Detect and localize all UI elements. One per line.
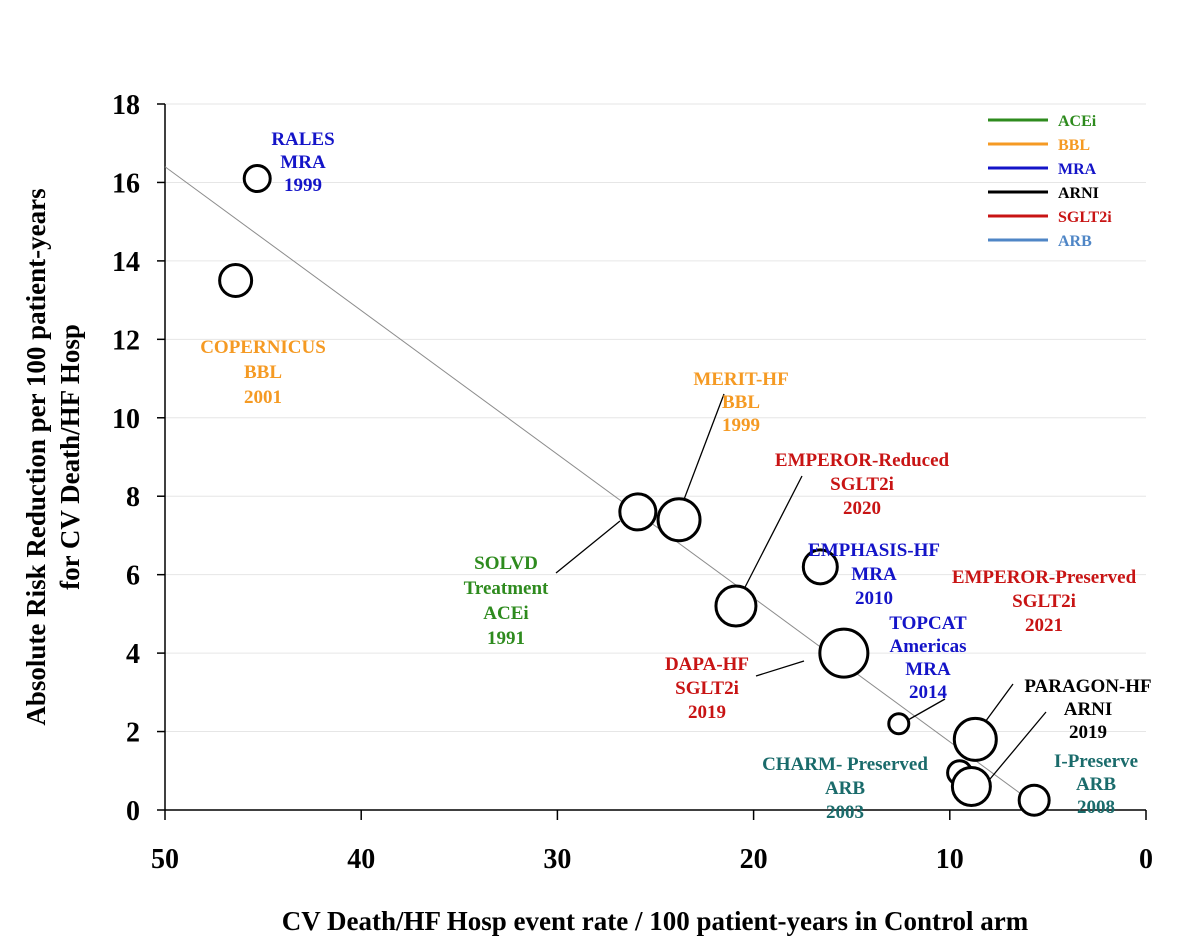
legend-label: BBL [1058, 137, 1090, 154]
y-tick-label: 10 [112, 404, 140, 435]
axes [157, 103, 1147, 820]
point-label: SOLVD [474, 553, 538, 574]
point-label: 1991 [487, 628, 525, 649]
point-label: DAPA-HF [665, 654, 749, 675]
legend-label: SGLT2i [1058, 209, 1112, 226]
point-label: COPERNICUS [200, 337, 326, 358]
point-label: RALES [271, 129, 334, 150]
y-tick-label: 8 [126, 482, 140, 513]
point-label: 2003 [826, 802, 864, 823]
data-point [1017, 783, 1051, 817]
data-point [801, 548, 839, 586]
point-label: SGLT2i [675, 678, 739, 699]
y-tick-label: 16 [112, 168, 140, 199]
trendline [164, 166, 1033, 803]
x-tick-label: 20 [740, 844, 768, 875]
point-label: I-Preserve [1054, 751, 1138, 772]
x-tick-label: 40 [347, 844, 375, 875]
point-annotations: RALESMRA1999COPERNICUSBBL2001SOLVDTreatm… [200, 129, 1151, 823]
data-point [714, 584, 758, 628]
point-label: 2020 [843, 498, 881, 519]
point-label: CHARM- Preserved [762, 754, 928, 775]
data-point [218, 263, 254, 298]
point-label: BBL [722, 392, 760, 413]
data-point [950, 765, 992, 807]
y-axis-title: Absolute Risk Reduction per 100 patient-… [21, 188, 85, 725]
data-points [218, 164, 1051, 817]
data-point [242, 164, 272, 194]
point-label: ARNI [1064, 699, 1113, 720]
x-axis-title: CV Death/HF Hosp event rate / 100 patien… [282, 906, 1029, 936]
annotation-leader-lines [555, 393, 1047, 786]
point-label: BBL [244, 362, 282, 383]
point-label: 2021 [1025, 615, 1063, 636]
y-tick-label: 4 [126, 639, 140, 670]
point-label: MRA [280, 152, 326, 173]
x-tick-label: 0 [1139, 844, 1153, 875]
horizontal-gridlines [165, 103, 1146, 733]
y-tick-label: 12 [112, 325, 140, 356]
point-label: 2019 [1069, 722, 1107, 743]
leader-line [755, 660, 805, 677]
y-tick-label: 14 [112, 247, 140, 278]
data-point [887, 712, 911, 736]
trendline-group [164, 166, 1033, 803]
point-label: EMPEROR-Reduced [775, 450, 950, 471]
point-label: ACEi [483, 603, 528, 624]
point-label: MRA [851, 564, 897, 585]
leader-line [679, 393, 725, 511]
point-label: 1999 [284, 175, 322, 196]
point-label: ARB [1076, 774, 1116, 795]
legend-label: ACEi [1058, 113, 1097, 130]
point-label: 2014 [909, 682, 948, 703]
leader-line [984, 711, 1047, 786]
point-label: Treatment [464, 578, 549, 599]
legend-label: MRA [1058, 161, 1097, 178]
y-tick-label: 2 [126, 718, 140, 749]
point-label: 1999 [722, 415, 760, 436]
data-point [818, 627, 870, 679]
point-label: Americas [889, 636, 966, 657]
x-tick-label: 30 [543, 844, 571, 875]
point-label: EMPEROR-Preserved [952, 567, 1137, 588]
point-label: MRA [905, 659, 951, 680]
point-label: ARB [825, 778, 865, 799]
y-tick-label: 18 [112, 90, 140, 121]
point-label: EMPHASIS-HF [808, 540, 940, 561]
leader-line [739, 475, 803, 598]
point-label: 2019 [688, 702, 726, 723]
point-label: TOPCAT [889, 613, 967, 634]
y-tick-label: 0 [126, 796, 140, 827]
legend-label: ARB [1058, 233, 1092, 250]
x-tick-label: 50 [151, 844, 179, 875]
data-point [656, 497, 702, 543]
legend-label: ARNI [1058, 185, 1099, 202]
data-point [952, 716, 998, 762]
leader-line [907, 698, 946, 721]
x-tick-label: 10 [936, 844, 964, 875]
point-label: 2008 [1077, 797, 1115, 818]
leader-line [555, 520, 621, 574]
point-label: MERIT-HF [693, 369, 788, 390]
point-label: PARAGON-HF [1024, 676, 1151, 697]
point-label: SGLT2i [830, 474, 894, 495]
point-label: SGLT2i [1012, 591, 1076, 612]
data-point [618, 492, 658, 532]
legend: ACEi BBL MRA ARNI SGLT2i ARB [988, 113, 1112, 250]
y-tick-label: 6 [126, 561, 140, 592]
point-label: 2001 [244, 387, 282, 408]
point-label: 2010 [855, 588, 893, 609]
